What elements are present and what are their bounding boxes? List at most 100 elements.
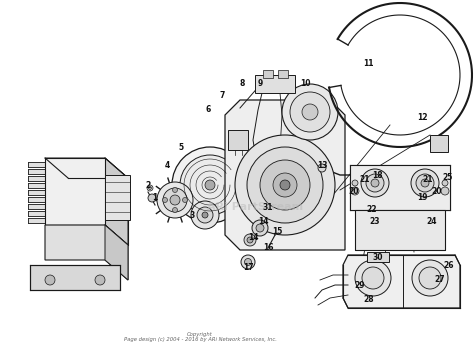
Polygon shape: [28, 176, 45, 181]
Text: 13: 13: [317, 161, 327, 169]
Polygon shape: [28, 211, 45, 216]
Polygon shape: [45, 158, 128, 178]
Polygon shape: [28, 190, 45, 195]
Text: 29: 29: [355, 281, 365, 289]
Text: 1: 1: [152, 193, 158, 203]
Polygon shape: [28, 183, 45, 188]
Circle shape: [191, 201, 219, 229]
Bar: [263, 70, 273, 78]
Text: 28: 28: [364, 295, 374, 305]
Circle shape: [205, 180, 215, 190]
Circle shape: [371, 179, 379, 187]
Circle shape: [173, 187, 177, 192]
Polygon shape: [228, 130, 248, 150]
Circle shape: [147, 185, 153, 191]
Circle shape: [182, 197, 188, 203]
Circle shape: [163, 197, 167, 203]
Text: Copyright
Page design (c) 2004 - 2016 by ARi Network Services, Inc.: Copyright Page design (c) 2004 - 2016 by…: [124, 331, 276, 342]
Circle shape: [247, 147, 323, 223]
Circle shape: [45, 275, 55, 285]
Text: 31: 31: [263, 203, 273, 213]
Circle shape: [180, 155, 240, 215]
Bar: [255, 75, 295, 93]
Text: 8: 8: [239, 79, 245, 89]
Circle shape: [235, 135, 335, 235]
Bar: [278, 70, 288, 78]
Text: 10: 10: [300, 78, 310, 88]
Text: 12: 12: [417, 114, 427, 122]
Circle shape: [172, 147, 248, 223]
Circle shape: [352, 180, 358, 186]
Circle shape: [351, 187, 359, 195]
Circle shape: [442, 180, 448, 186]
Circle shape: [202, 212, 208, 218]
Polygon shape: [45, 158, 105, 225]
Text: ARi PartStream: ARi PartStream: [207, 202, 303, 212]
Circle shape: [260, 160, 310, 210]
Circle shape: [411, 169, 439, 197]
Text: 24: 24: [427, 217, 437, 227]
Circle shape: [157, 182, 193, 218]
Circle shape: [273, 173, 297, 197]
Polygon shape: [28, 204, 45, 209]
Text: 20: 20: [349, 187, 359, 197]
Text: 14: 14: [248, 233, 258, 243]
Bar: [367, 252, 389, 262]
Circle shape: [170, 195, 180, 205]
Polygon shape: [30, 265, 120, 290]
Polygon shape: [105, 175, 130, 220]
Text: 4: 4: [164, 161, 170, 169]
Text: 9: 9: [257, 78, 263, 88]
Circle shape: [245, 258, 252, 265]
Polygon shape: [28, 162, 45, 167]
Polygon shape: [45, 225, 128, 280]
Text: 30: 30: [373, 253, 383, 263]
Circle shape: [361, 169, 389, 197]
Text: 21: 21: [423, 175, 433, 185]
Circle shape: [282, 84, 338, 140]
Circle shape: [256, 224, 264, 232]
Circle shape: [173, 208, 177, 213]
Polygon shape: [105, 158, 128, 245]
Text: 14: 14: [258, 217, 268, 227]
Circle shape: [419, 267, 441, 289]
Text: 26: 26: [444, 261, 454, 269]
Text: 22: 22: [367, 205, 377, 215]
Polygon shape: [343, 255, 460, 308]
Text: 3: 3: [190, 210, 195, 220]
Circle shape: [421, 179, 429, 187]
Circle shape: [247, 237, 253, 243]
Text: 20: 20: [432, 187, 442, 197]
Text: 19: 19: [417, 193, 427, 203]
Text: 2: 2: [146, 180, 151, 190]
Polygon shape: [355, 210, 445, 250]
Circle shape: [355, 260, 391, 296]
Circle shape: [197, 207, 213, 223]
Circle shape: [318, 164, 326, 172]
Circle shape: [290, 92, 330, 132]
Circle shape: [366, 174, 384, 192]
Circle shape: [148, 186, 152, 190]
Circle shape: [362, 267, 384, 289]
Text: 7: 7: [219, 91, 225, 101]
Circle shape: [416, 174, 434, 192]
Polygon shape: [350, 165, 450, 210]
Polygon shape: [225, 100, 345, 250]
Text: 17: 17: [243, 263, 253, 273]
Polygon shape: [105, 225, 128, 280]
Text: 5: 5: [178, 144, 183, 152]
Text: 6: 6: [205, 106, 210, 114]
Circle shape: [241, 255, 255, 269]
Circle shape: [280, 180, 290, 190]
Polygon shape: [430, 135, 448, 152]
Text: 25: 25: [443, 174, 453, 183]
Polygon shape: [28, 169, 45, 174]
Polygon shape: [28, 218, 45, 223]
Circle shape: [148, 194, 156, 202]
Text: 15: 15: [272, 227, 282, 237]
Text: 18: 18: [372, 170, 383, 179]
Circle shape: [412, 260, 448, 296]
Circle shape: [244, 234, 256, 246]
Text: 11: 11: [363, 59, 373, 67]
Circle shape: [441, 187, 449, 195]
